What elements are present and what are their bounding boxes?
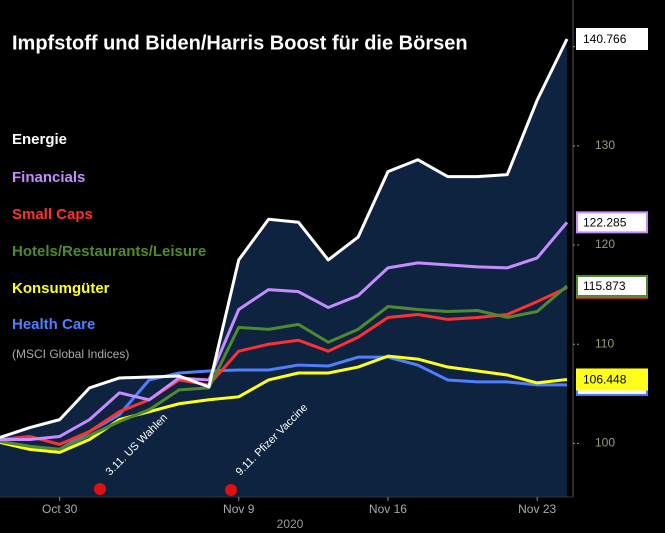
line bbox=[0, 286, 568, 446]
legend-entry: Konsumgüter bbox=[12, 280, 110, 297]
value-label: 115.873 bbox=[583, 279, 626, 293]
x-axis-label: 2020 bbox=[277, 517, 304, 531]
line bbox=[0, 221, 569, 441]
x-tick-label: Oct 30 bbox=[42, 502, 78, 516]
plot bbox=[0, 0, 581, 501]
legend-entry: Energie bbox=[12, 131, 67, 148]
subtitle: (MSCI Global Indices) bbox=[12, 347, 129, 361]
y-tick-label: 110 bbox=[595, 336, 614, 350]
value-label: 140.766 bbox=[583, 32, 627, 46]
value-label-box bbox=[576, 368, 648, 391]
x-tick-label: Nov 16 bbox=[369, 502, 407, 516]
legend-entry: Health Care bbox=[12, 316, 95, 333]
value-label: 106.448 bbox=[583, 373, 627, 387]
legend-entry: Hotels/Restaurants/Leisure bbox=[12, 243, 206, 260]
y-tick-label: 120 bbox=[595, 237, 615, 251]
line bbox=[0, 354, 568, 454]
value-label-box bbox=[576, 28, 648, 51]
event-marker bbox=[225, 484, 237, 496]
x-tick-label: Nov 23 bbox=[518, 502, 556, 516]
x-tick-label: Nov 9 bbox=[223, 502, 255, 516]
event-marker bbox=[94, 483, 106, 495]
area bbox=[0, 39, 567, 497]
line bbox=[0, 38, 569, 439]
line bbox=[0, 284, 568, 451]
value-label: 122.285 bbox=[583, 216, 627, 230]
y-tick-label: 100 bbox=[595, 436, 615, 450]
legend-entry: Small Caps bbox=[12, 206, 93, 223]
chart-title: Impfstoff und Biden/Harris Boost für die… bbox=[12, 32, 468, 54]
value-label-box bbox=[576, 211, 648, 234]
value-label-box bbox=[576, 274, 648, 297]
y-tick-label: 130 bbox=[595, 138, 615, 152]
legend-entry: Financials bbox=[12, 169, 85, 186]
